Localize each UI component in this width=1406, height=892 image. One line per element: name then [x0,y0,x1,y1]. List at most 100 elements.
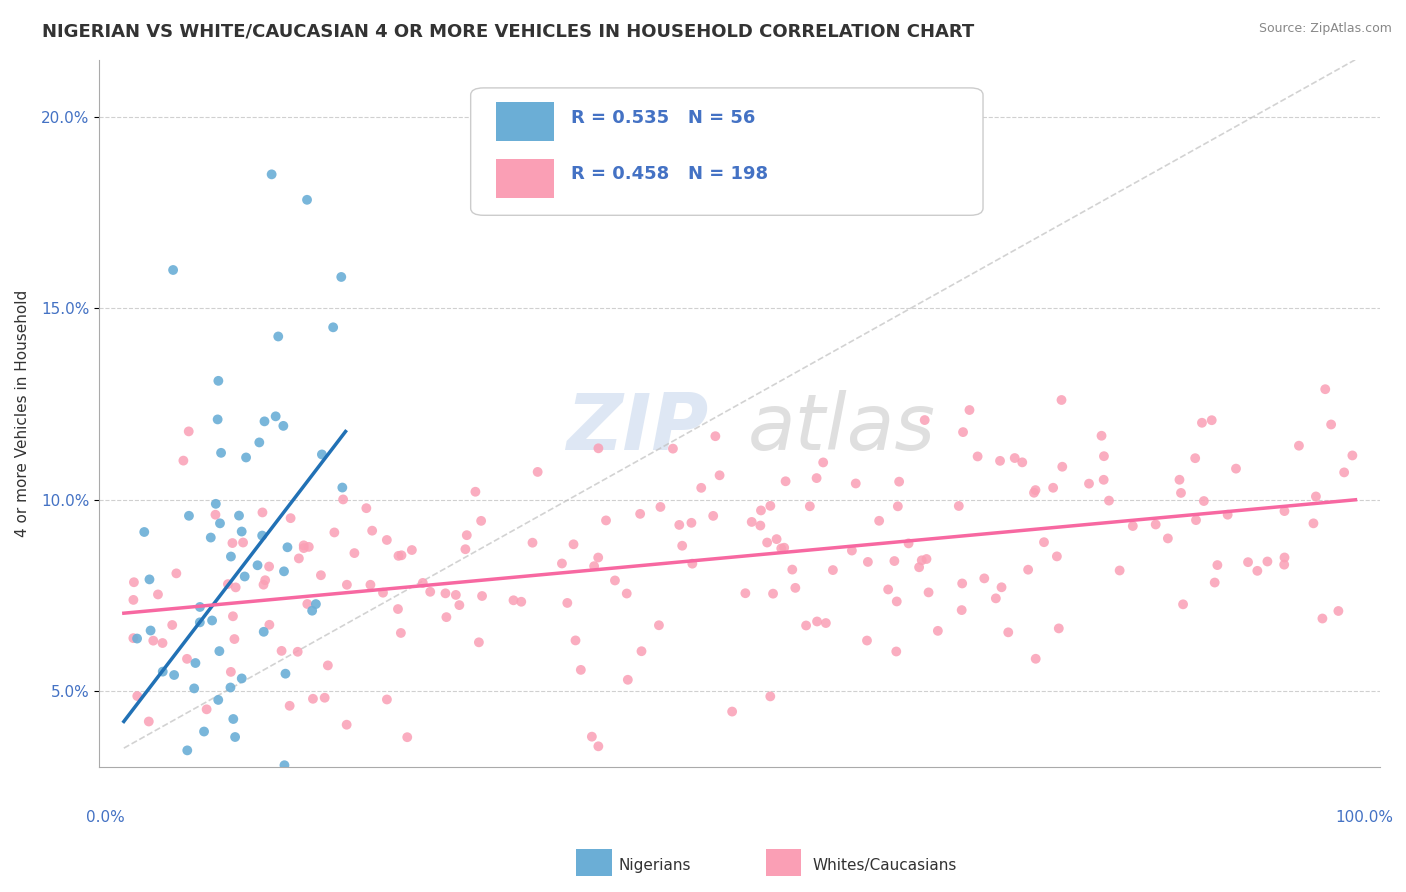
Point [207,693,229,707]
Point [449,598,471,612]
Point [247,435,270,450]
Point [704,429,727,443]
Point [1122,519,1144,533]
Point [163,668,186,682]
Point [1046,549,1069,564]
Point [799,500,821,514]
Point [950,576,973,591]
Point [264,409,287,424]
Point [1108,564,1130,578]
Point [464,484,486,499]
Point [1302,516,1324,531]
Point [224,730,246,744]
Point [152,665,174,679]
Point [454,542,477,557]
Point [412,575,434,590]
Point [1033,535,1056,549]
Text: ZIP: ZIP [567,390,709,466]
Point [1272,558,1295,572]
Point [276,541,298,555]
FancyBboxPatch shape [471,88,983,215]
Point [287,645,309,659]
Point [1320,417,1343,432]
Point [273,758,295,772]
Point [219,681,242,695]
Point [1170,486,1192,500]
Point [749,503,772,517]
Point [336,717,359,731]
Point [231,672,253,686]
Point [709,468,731,483]
Point [785,581,807,595]
Point [233,569,256,583]
Point [588,739,610,754]
Point [122,575,145,590]
Point [1098,493,1121,508]
Point [254,573,277,587]
Point [948,499,970,513]
Point [288,551,311,566]
Point [330,481,353,495]
Point [419,584,441,599]
Point [134,524,156,539]
Point [387,549,409,563]
Point [193,724,215,739]
Point [1191,416,1213,430]
Point [648,618,671,632]
Point [877,582,900,597]
Point [856,633,879,648]
Point [908,560,931,574]
Point [886,594,908,608]
Point [253,624,276,639]
Point [1078,476,1101,491]
Point [301,604,323,618]
Point [309,568,332,582]
Point [228,508,250,523]
Point [209,446,232,460]
Point [470,514,492,528]
Point [1274,550,1296,565]
Point [176,652,198,666]
Point [773,541,796,555]
Point [1315,382,1337,396]
Point [298,540,321,554]
Point [434,586,457,600]
Point [1185,513,1208,527]
Point [273,565,295,579]
Point [375,533,398,547]
Point [122,631,145,645]
Point [681,516,703,530]
Point [966,450,988,464]
Point [1157,532,1180,546]
Point [375,692,398,706]
Point [152,636,174,650]
Point [1327,604,1350,618]
Point [762,587,785,601]
Point [127,689,149,703]
Point [184,656,207,670]
Point [973,571,995,585]
Point [391,549,413,563]
Point [221,536,243,550]
Point [359,578,381,592]
Point [841,543,863,558]
Point [1204,575,1226,590]
Point [1274,504,1296,518]
Point [794,618,817,632]
Point [224,632,246,646]
Point [1168,473,1191,487]
Text: R = 0.535   N = 56: R = 0.535 N = 56 [571,109,755,127]
Point [260,167,283,181]
Point [225,580,247,594]
Point [734,586,756,600]
Point [125,632,148,646]
Point [897,536,920,550]
Point [183,681,205,696]
Point [302,691,325,706]
Point [583,559,606,574]
Point [200,531,222,545]
Point [1092,473,1115,487]
Point [569,663,592,677]
Point [950,603,973,617]
Point [988,454,1011,468]
